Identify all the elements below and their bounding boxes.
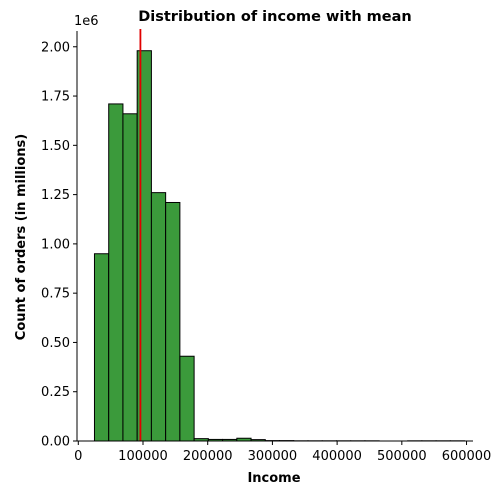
chart-title: Distribution of income with mean	[138, 9, 412, 25]
y-tick-label: 0.25	[41, 385, 70, 400]
x-tick-label: 100000	[118, 449, 168, 464]
histogram-bars	[93, 50, 466, 442]
y-tick-label: 1.75	[41, 90, 70, 105]
histogram-bar	[150, 192, 167, 442]
histogram-bar	[136, 50, 152, 442]
y-axis-offset-label: 1e6	[74, 14, 99, 29]
y-tick-label: 2.00	[41, 40, 70, 55]
x-axis: 0 100000 200000 300000 400000 500000 600000	[74, 440, 492, 464]
histogram-bar	[179, 355, 195, 442]
y-tick-label: 1.50	[41, 139, 70, 154]
x-tick-label: 300000	[248, 449, 298, 464]
y-tick-label: 1.00	[41, 237, 70, 252]
histogram-bar	[93, 253, 110, 442]
x-tick-label: 500000	[377, 449, 427, 464]
x-tick-label: 600000	[442, 449, 492, 464]
y-tick-label: 0.00	[41, 435, 70, 450]
histogram-bar	[108, 103, 124, 442]
histogram-bar	[122, 113, 138, 442]
x-axis-title: Income	[247, 471, 300, 486]
x-tick-label: 0	[74, 449, 82, 464]
histogram-bar	[165, 201, 181, 442]
y-axis: 0.00 0.25 0.50 0.75 1.00 1.25 1.50 1.75 2.00	[41, 31, 78, 450]
y-tick-label: 0.75	[41, 287, 70, 302]
x-tick-label: 200000	[183, 449, 233, 464]
x-tick-label: 400000	[312, 449, 362, 464]
y-tick-label: 1.25	[41, 188, 70, 203]
y-axis-title: Count of orders (in millions)	[14, 134, 29, 340]
y-tick-label: 0.50	[41, 336, 70, 351]
